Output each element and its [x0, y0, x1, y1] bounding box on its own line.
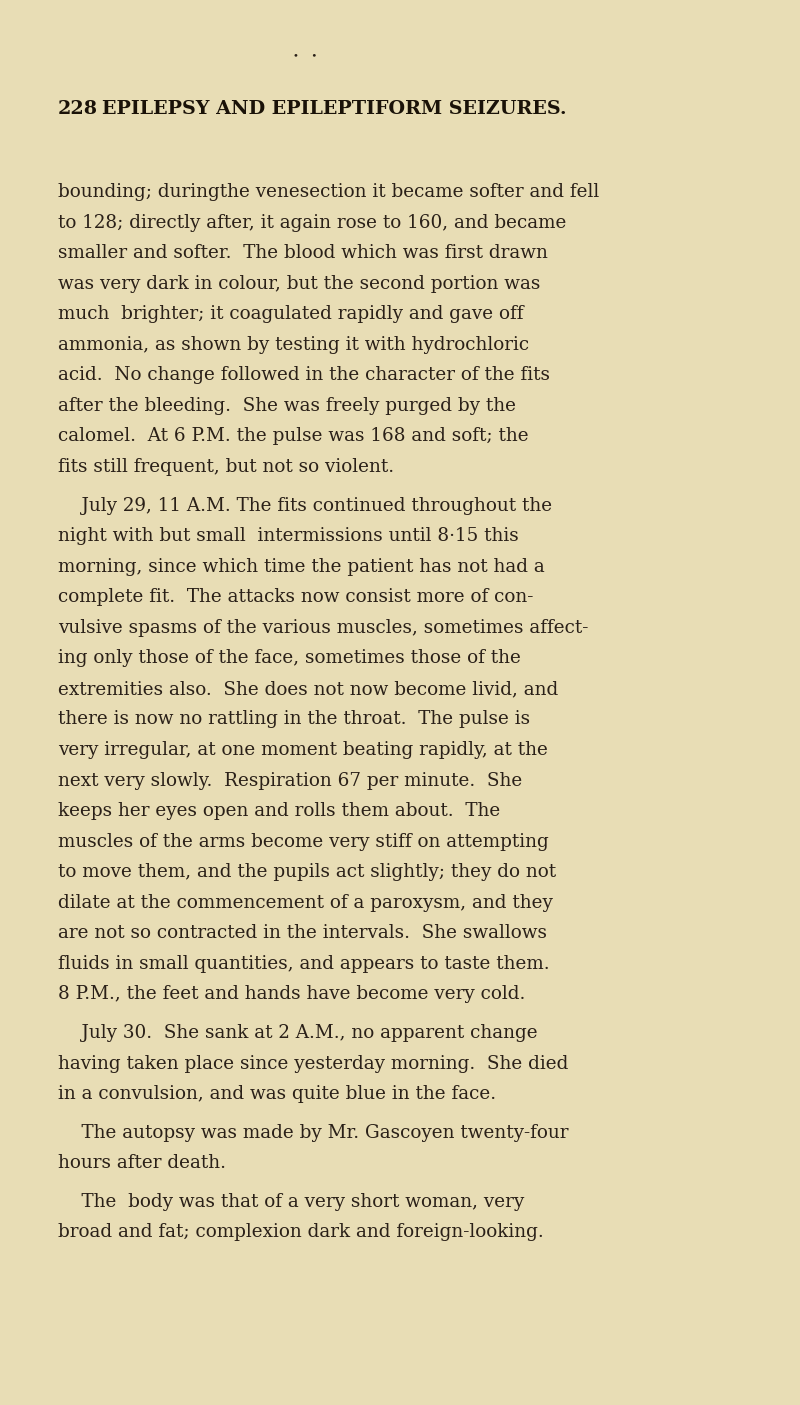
- Text: The autopsy was made by Mr. Gascoyen twenty-four: The autopsy was made by Mr. Gascoyen twe…: [58, 1124, 569, 1142]
- Text: to move them, and the pupils act slightly; they do not: to move them, and the pupils act slightl…: [58, 863, 556, 881]
- Text: 228: 228: [58, 100, 98, 118]
- Text: are not so contracted in the intervals.  She swallows: are not so contracted in the intervals. …: [58, 924, 547, 943]
- Text: morning, since which time the patient has not had a: morning, since which time the patient ha…: [58, 558, 545, 576]
- Text: next very slowly.  Respiration 67 per minute.  She: next very slowly. Respiration 67 per min…: [58, 771, 522, 790]
- Text: having taken place since yesterday morning.  She died: having taken place since yesterday morni…: [58, 1055, 568, 1072]
- Text: bounding; during​the venesection it became softer and fell: bounding; during​the venesection it beca…: [58, 183, 599, 201]
- Text: ammonia, as shown by testing it with hydrochloric: ammonia, as shown by testing it with hyd…: [58, 336, 529, 354]
- Text: acid.  No change followed in the character of the fits: acid. No change followed in the characte…: [58, 367, 550, 385]
- Text: extremities also.  She does not now become livid, and: extremities also. She does not now becom…: [58, 680, 558, 698]
- Text: July 30.  She sank at 2 A.M., no apparent change: July 30. She sank at 2 A.M., no apparent…: [58, 1024, 538, 1043]
- Text: •    •: • •: [293, 52, 317, 60]
- Text: complete fit.  The attacks now consist more of con-: complete fit. The attacks now consist mo…: [58, 589, 534, 606]
- Text: keeps her eyes open and rolls them about.  The: keeps her eyes open and rolls them about…: [58, 802, 500, 821]
- Text: fluids in small quantities, and appears to taste them.: fluids in small quantities, and appears …: [58, 955, 550, 972]
- Text: night with but small  intermissions until 8·15 this: night with but small intermissions until…: [58, 527, 518, 545]
- Text: The  body was that of a very short woman, very: The body was that of a very short woman,…: [58, 1193, 524, 1211]
- Text: ing only those of the face, sometimes those of the: ing only those of the face, sometimes th…: [58, 649, 521, 667]
- Text: calomel.  At 6 P.M. the pulse was 168 and soft; the: calomel. At 6 P.M. the pulse was 168 and…: [58, 427, 529, 445]
- Text: EPILEPSY AND EPILEPTIFORM SEIZURES.: EPILEPSY AND EPILEPTIFORM SEIZURES.: [102, 100, 566, 118]
- Text: broad and fat; complexion dark and foreign-looking.: broad and fat; complexion dark and forei…: [58, 1224, 544, 1242]
- Text: July 29, 11 A.M. The fits continued throughout the: July 29, 11 A.M. The fits continued thro…: [58, 496, 552, 514]
- Text: dilate at the commencement of a paroxysm, and they: dilate at the commencement of a paroxysm…: [58, 894, 553, 912]
- Text: hours after death.: hours after death.: [58, 1155, 226, 1172]
- Text: smaller and softer.  The blood which was first drawn: smaller and softer. The blood which was …: [58, 244, 548, 263]
- Text: was very dark in colour, but the second portion was: was very dark in colour, but the second …: [58, 274, 540, 292]
- Text: muscles of the arms become very stiff on attempting: muscles of the arms become very stiff on…: [58, 833, 549, 850]
- Text: vulsive spasms of the various muscles, sometimes affect-: vulsive spasms of the various muscles, s…: [58, 618, 588, 636]
- Text: there is now no rattling in the throat.  The pulse is: there is now no rattling in the throat. …: [58, 711, 530, 728]
- Text: to 128; directly after, it again rose to 160, and became: to 128; directly after, it again rose to…: [58, 214, 566, 232]
- Text: fits still frequent, but not so violent.: fits still frequent, but not so violent.: [58, 458, 394, 476]
- Text: much  brighter; it coagulated rapidly and gave off: much brighter; it coagulated rapidly and…: [58, 305, 523, 323]
- Text: in a convulsion, and was quite blue in the face.: in a convulsion, and was quite blue in t…: [58, 1085, 496, 1103]
- Text: very irregular, at one moment beating rapidly, at the: very irregular, at one moment beating ra…: [58, 740, 548, 759]
- Text: after the bleeding.  She was freely purged by the: after the bleeding. She was freely purge…: [58, 396, 516, 414]
- Text: 8 P.M., the feet and hands have become very cold.: 8 P.M., the feet and hands have become v…: [58, 985, 526, 1003]
